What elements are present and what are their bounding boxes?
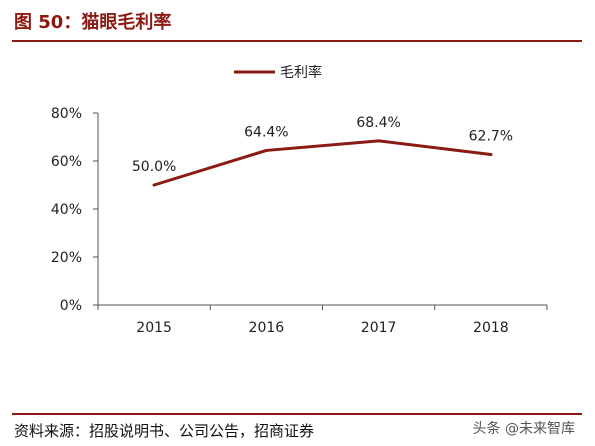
- series-group: 50.0% 64.4% 68.4% 62.7%: [132, 115, 513, 187]
- legend-label: 毛利率: [280, 64, 322, 81]
- y-axis: 0% 20% 40% 60% 80%: [51, 106, 99, 314]
- data-point: [377, 139, 381, 143]
- data-label: 62.7%: [469, 129, 513, 145]
- data-label: 64.4%: [244, 124, 288, 140]
- y-tick-label: 40%: [51, 202, 82, 218]
- watermark: 头条 @未来智库: [472, 421, 575, 437]
- x-axis: 2015 2016 2017 2018: [97, 304, 548, 336]
- header-divider: [12, 40, 582, 42]
- x-tick-label: 2016: [249, 320, 285, 336]
- x-tick-label: 2017: [361, 320, 397, 336]
- data-point: [264, 148, 268, 152]
- data-point: [489, 153, 493, 157]
- data-label: 68.4%: [356, 115, 400, 131]
- y-tick-label: 60%: [51, 154, 82, 170]
- data-point: [152, 183, 156, 187]
- y-tick-label: 80%: [51, 106, 82, 122]
- data-label: 50.0%: [132, 159, 176, 175]
- y-tick-label: 0%: [60, 298, 82, 314]
- x-tick-label: 2018: [473, 320, 509, 336]
- source-note: 资料来源：招股说明书、公司公告，招商证券: [14, 422, 315, 440]
- footer-divider: [12, 413, 582, 415]
- y-tick-label: 20%: [51, 250, 82, 266]
- x-tick-label: 2015: [136, 320, 172, 336]
- series-line: [152, 139, 493, 187]
- legend: 毛利率: [234, 64, 322, 81]
- chart-title: 图 50：猫眼毛利率: [14, 12, 172, 33]
